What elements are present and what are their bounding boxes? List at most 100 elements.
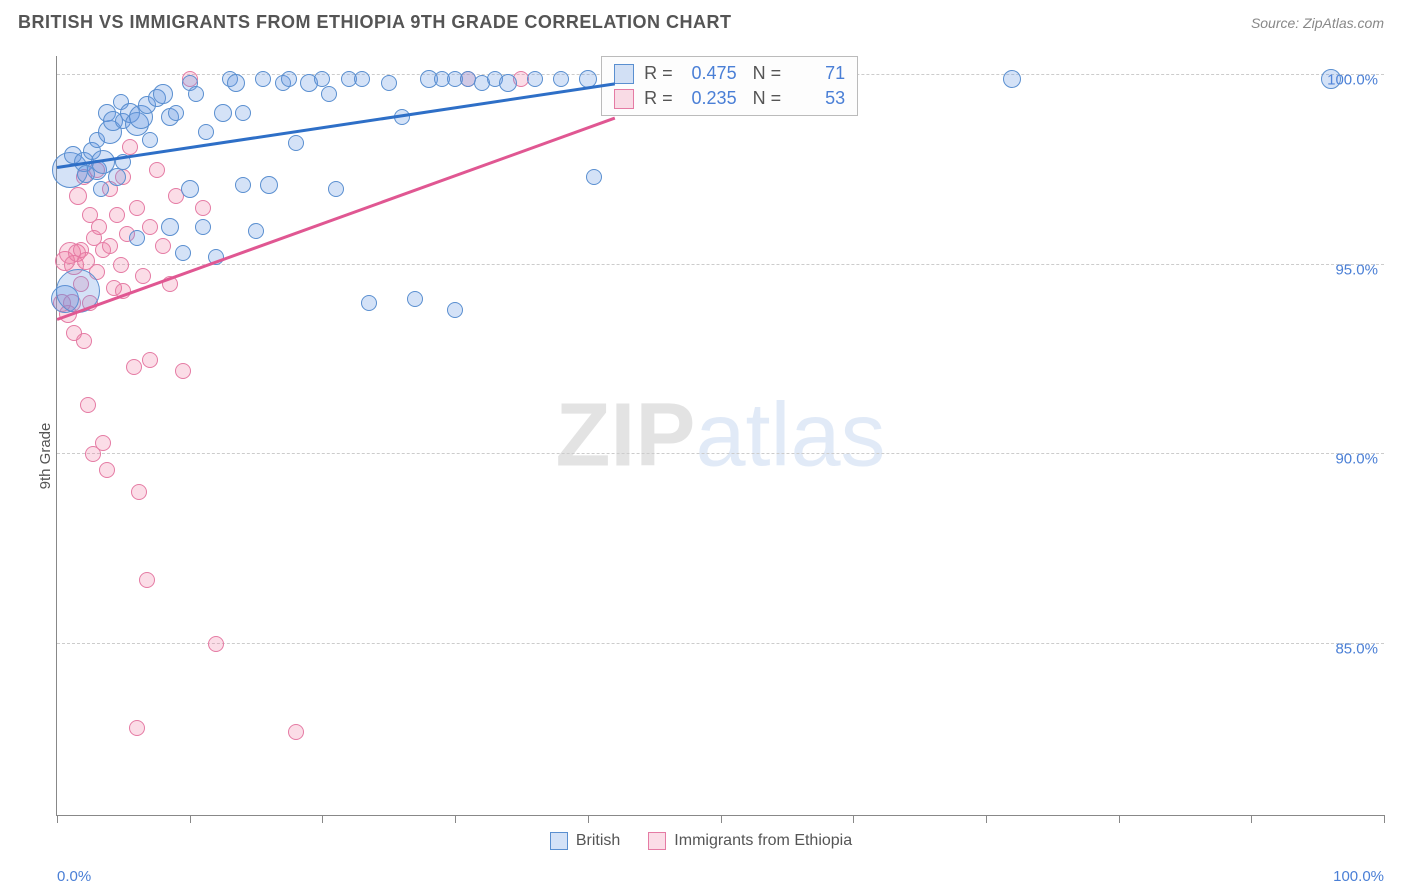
gridline bbox=[57, 264, 1384, 265]
scatter-point bbox=[208, 636, 224, 652]
stat-r-value: 0.235 bbox=[679, 88, 737, 109]
legend-swatch bbox=[550, 832, 568, 850]
scatter-point bbox=[255, 71, 271, 87]
y-axis-label: 9th Grade bbox=[37, 423, 54, 490]
scatter-point bbox=[142, 352, 158, 368]
legend: British Immigrants from Ethiopia bbox=[18, 832, 1384, 850]
scatter-point bbox=[153, 84, 173, 104]
gridline bbox=[57, 643, 1384, 644]
stat-r-value: 0.475 bbox=[679, 63, 737, 84]
scatter-point bbox=[1321, 69, 1341, 89]
scatter-point bbox=[93, 181, 109, 197]
scatter-point bbox=[288, 135, 304, 151]
scatter-point bbox=[381, 75, 397, 91]
y-tick-label: 85.0% bbox=[1335, 641, 1378, 658]
scatter-point bbox=[361, 295, 377, 311]
scatter-point bbox=[108, 168, 126, 186]
scatter-point bbox=[102, 238, 118, 254]
stat-label: N = bbox=[753, 63, 782, 84]
y-tick-label: 95.0% bbox=[1335, 261, 1378, 278]
chart-area: 9th Grade ZIPatlas 85.0%90.0%95.0%100.0%… bbox=[18, 48, 1384, 864]
x-tick bbox=[853, 815, 854, 823]
scatter-point bbox=[235, 177, 251, 193]
scatter-point bbox=[168, 105, 184, 121]
scatter-point bbox=[139, 572, 155, 588]
plot-region: ZIPatlas 85.0%90.0%95.0%100.0%0.0%100.0%… bbox=[56, 56, 1384, 816]
x-tick bbox=[986, 815, 987, 823]
scatter-point bbox=[288, 724, 304, 740]
scatter-point bbox=[314, 71, 330, 87]
scatter-point bbox=[142, 219, 158, 235]
scatter-point bbox=[109, 207, 125, 223]
scatter-point bbox=[195, 219, 211, 235]
scatter-point bbox=[142, 132, 158, 148]
x-tick bbox=[57, 815, 58, 823]
x-tick-label: 100.0% bbox=[1333, 868, 1384, 885]
scatter-point bbox=[499, 74, 517, 92]
scatter-point bbox=[129, 200, 145, 216]
stat-n-value: 53 bbox=[787, 88, 845, 109]
x-tick bbox=[190, 815, 191, 823]
scatter-point bbox=[260, 176, 278, 194]
x-tick-label: 0.0% bbox=[57, 868, 91, 885]
y-tick-label: 90.0% bbox=[1335, 451, 1378, 468]
legend-swatch bbox=[614, 64, 634, 84]
scatter-point bbox=[175, 363, 191, 379]
stats-box: R = 0.475 N =71 R = 0.235 N =53 bbox=[601, 56, 858, 116]
scatter-point bbox=[129, 720, 145, 736]
scatter-point bbox=[155, 238, 171, 254]
scatter-point bbox=[149, 162, 165, 178]
stats-row: R = 0.235 N =53 bbox=[602, 86, 857, 111]
scatter-point bbox=[321, 86, 337, 102]
legend-label: British bbox=[576, 832, 620, 849]
legend-swatch bbox=[648, 832, 666, 850]
scatter-point bbox=[69, 187, 87, 205]
scatter-point bbox=[188, 86, 204, 102]
scatter-point bbox=[235, 105, 251, 121]
x-tick bbox=[1119, 815, 1120, 823]
x-tick bbox=[322, 815, 323, 823]
stat-n-value: 71 bbox=[787, 63, 845, 84]
scatter-point bbox=[248, 223, 264, 239]
scatter-point bbox=[586, 169, 602, 185]
x-tick bbox=[1384, 815, 1385, 823]
scatter-point bbox=[214, 104, 232, 122]
scatter-point bbox=[198, 124, 214, 140]
scatter-point bbox=[227, 74, 245, 92]
scatter-point bbox=[80, 397, 96, 413]
gridline bbox=[57, 453, 1384, 454]
scatter-point bbox=[129, 230, 145, 246]
scatter-point bbox=[328, 181, 344, 197]
scatter-point bbox=[161, 218, 179, 236]
stats-row: R = 0.475 N =71 bbox=[602, 61, 857, 86]
legend-swatch bbox=[614, 89, 634, 109]
x-tick bbox=[588, 815, 589, 823]
legend-item: British bbox=[550, 832, 620, 850]
scatter-point bbox=[95, 435, 111, 451]
stat-label: R = bbox=[644, 88, 673, 109]
trend-line bbox=[57, 117, 616, 321]
stat-label: R = bbox=[644, 63, 673, 84]
scatter-point bbox=[122, 139, 138, 155]
scatter-point bbox=[181, 180, 199, 198]
chart-source: Source: ZipAtlas.com bbox=[1251, 15, 1384, 31]
scatter-point bbox=[131, 484, 147, 500]
scatter-point bbox=[126, 359, 142, 375]
scatter-point bbox=[1003, 70, 1021, 88]
x-tick bbox=[1251, 815, 1252, 823]
x-tick bbox=[455, 815, 456, 823]
scatter-point bbox=[113, 257, 129, 273]
scatter-point bbox=[76, 333, 92, 349]
scatter-point bbox=[135, 268, 151, 284]
scatter-point bbox=[447, 302, 463, 318]
scatter-point bbox=[354, 71, 370, 87]
scatter-point bbox=[553, 71, 569, 87]
scatter-point bbox=[527, 71, 543, 87]
stat-label: N = bbox=[753, 88, 782, 109]
x-tick bbox=[721, 815, 722, 823]
scatter-point bbox=[281, 71, 297, 87]
scatter-point bbox=[99, 462, 115, 478]
legend-label: Immigrants from Ethiopia bbox=[674, 832, 852, 849]
legend-item: Immigrants from Ethiopia bbox=[648, 832, 852, 850]
chart-title: BRITISH VS IMMIGRANTS FROM ETHIOPIA 9TH … bbox=[18, 12, 732, 33]
